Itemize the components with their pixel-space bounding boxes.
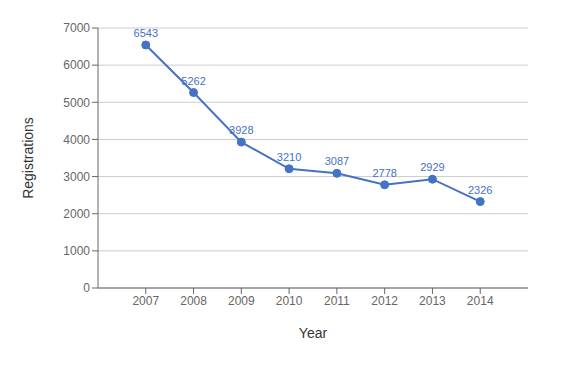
svg-text:7000: 7000 [63, 21, 90, 35]
svg-text:3087: 3087 [325, 155, 349, 167]
svg-text:2929: 2929 [420, 161, 444, 173]
svg-text:2014: 2014 [467, 294, 494, 308]
svg-text:6543: 6543 [134, 27, 158, 39]
svg-text:6000: 6000 [63, 58, 90, 72]
svg-text:2000: 2000 [63, 207, 90, 221]
svg-text:0: 0 [83, 281, 90, 295]
svg-text:2008: 2008 [180, 294, 207, 308]
svg-text:2778: 2778 [372, 167, 396, 179]
svg-text:3000: 3000 [63, 170, 90, 184]
svg-text:1000: 1000 [63, 244, 90, 258]
svg-text:2012: 2012 [371, 294, 398, 308]
svg-text:Year: Year [299, 325, 328, 341]
svg-text:Registrations: Registrations [20, 117, 36, 199]
svg-text:5262: 5262 [181, 75, 205, 87]
svg-text:2326: 2326 [468, 184, 492, 196]
svg-text:3210: 3210 [277, 151, 301, 163]
svg-text:2013: 2013 [419, 294, 446, 308]
svg-text:2011: 2011 [324, 294, 350, 308]
svg-text:2010: 2010 [276, 294, 303, 308]
svg-text:5000: 5000 [63, 96, 90, 110]
svg-text:3928: 3928 [229, 124, 253, 136]
svg-text:4000: 4000 [63, 133, 90, 147]
svg-text:2009: 2009 [228, 294, 255, 308]
svg-text:2007: 2007 [132, 294, 159, 308]
